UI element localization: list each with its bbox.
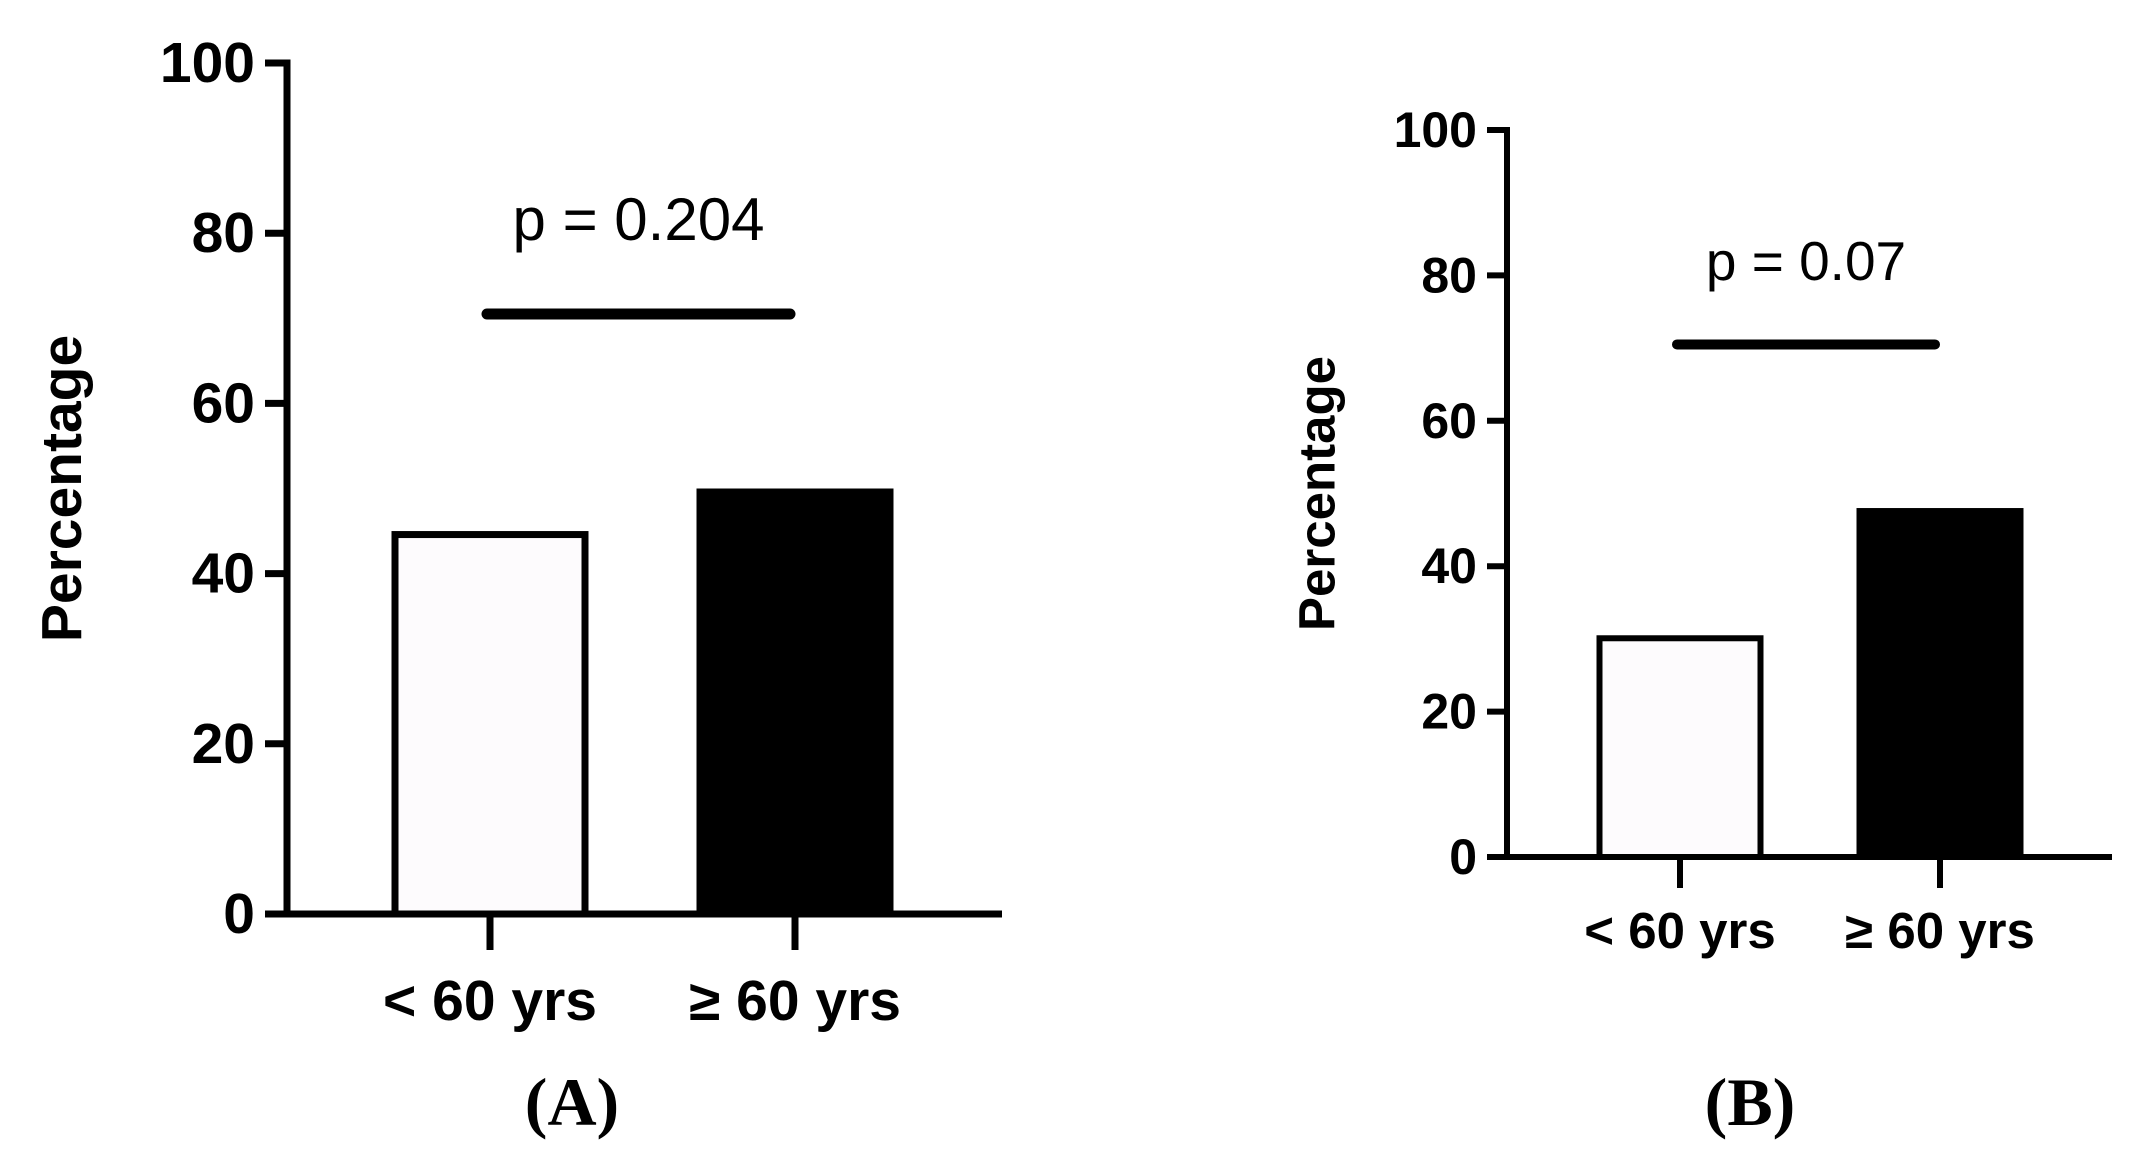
y-tick-label: 20 <box>192 712 255 776</box>
x-tick-label: < 60 yrs <box>383 969 597 1033</box>
panel-label: (B) <box>1705 1064 1796 1140</box>
bar-under-60 <box>391 531 589 918</box>
y-tick-label: 40 <box>1421 538 1477 594</box>
y-tick-label: 60 <box>1421 393 1477 449</box>
bar-over-60 <box>1856 508 2024 857</box>
y-tick-label: 0 <box>1449 829 1477 885</box>
y-tick-label: 100 <box>1394 102 1477 158</box>
x-tick-label: ≥ 60 yrs <box>1845 902 2035 959</box>
bar-over-60 <box>696 488 894 914</box>
y-tick-label: 80 <box>1421 247 1477 303</box>
panel-label: (A) <box>525 1064 619 1140</box>
y-axis-title: Percentage <box>30 335 94 642</box>
y-tick-label: 100 <box>160 31 255 95</box>
y-tick-label: 20 <box>1421 684 1477 740</box>
y-tick-label: 40 <box>192 542 255 606</box>
y-tick-label: 80 <box>192 201 255 265</box>
y-tick-label: 60 <box>192 371 255 435</box>
y-tick-label: 0 <box>223 882 255 946</box>
chart-panel-b: 0 20 40 60 80 100 < 60 yrs ≥ 60 yrs Percentage p … <box>1289 102 2112 1140</box>
y-axis-title: Percentage <box>1289 356 1346 631</box>
x-tick-label: ≥ 60 yrs <box>689 969 901 1033</box>
bar-under-60 <box>1596 635 1764 861</box>
p-value-annotation: p = 0.07 <box>1706 230 1906 292</box>
p-value-annotation: p = 0.204 <box>513 186 765 253</box>
chart-panel-a: 0 20 40 60 80 100 < 60 yrs ≥ 60 yrs Percentage p … <box>30 31 1002 1140</box>
x-tick-label: < 60 yrs <box>1584 902 1775 959</box>
